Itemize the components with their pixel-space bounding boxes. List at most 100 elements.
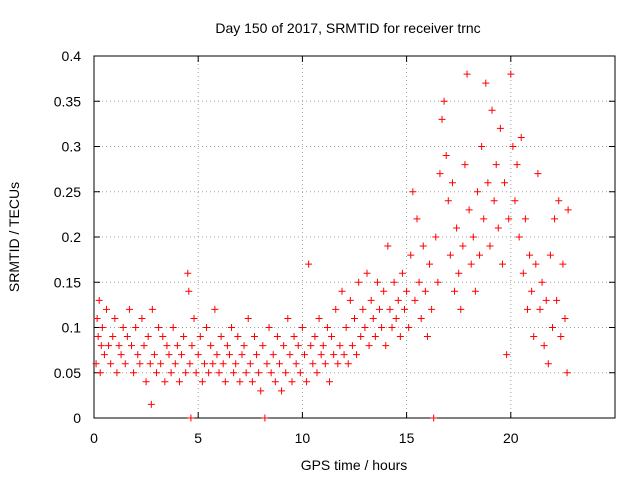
data-point — [107, 360, 115, 368]
data-point — [415, 278, 423, 286]
data-point — [213, 351, 221, 359]
data-point — [288, 378, 296, 386]
data-point — [296, 369, 304, 377]
y-tick-label: 0.2 — [62, 229, 82, 245]
data-point — [405, 324, 413, 331]
data-point — [134, 351, 142, 359]
data-point — [546, 251, 554, 259]
x-tick-label: 15 — [399, 430, 415, 446]
data-point — [280, 342, 288, 350]
data-point — [186, 360, 194, 368]
data-point — [413, 215, 421, 223]
data-point — [532, 260, 540, 268]
data-point — [185, 287, 193, 295]
data-point — [128, 342, 136, 350]
data-point — [438, 115, 446, 123]
data-point — [148, 305, 156, 313]
data-point — [459, 242, 467, 250]
data-point — [271, 378, 279, 386]
data-point — [157, 360, 165, 368]
y-tick-label: 0.3 — [62, 139, 82, 155]
data-point — [348, 342, 356, 350]
data-point — [448, 179, 456, 187]
data-point — [269, 351, 277, 359]
data-point — [355, 278, 363, 286]
data-point — [136, 360, 144, 368]
data-point — [540, 342, 548, 350]
data-point — [196, 333, 204, 341]
data-point — [371, 333, 379, 341]
data-point — [100, 351, 108, 359]
data-point — [469, 233, 477, 241]
y-tick-label: 0 — [73, 410, 81, 426]
data-point — [517, 133, 525, 141]
data-point — [323, 324, 331, 331]
data-point — [313, 369, 321, 377]
data-point — [234, 333, 242, 341]
data-point — [223, 342, 231, 350]
y-tick-label: 0.05 — [54, 365, 81, 381]
data-point — [286, 351, 294, 359]
x-tick-label: 10 — [295, 430, 311, 446]
data-point — [250, 333, 258, 341]
data-point — [190, 314, 198, 322]
data-point — [501, 179, 509, 187]
data-point — [236, 378, 244, 386]
data-point — [98, 324, 106, 331]
data-point — [453, 224, 461, 232]
data-point — [503, 351, 511, 359]
data-point — [96, 369, 104, 377]
data-point — [311, 333, 319, 341]
data-point — [242, 369, 250, 377]
data-point — [175, 378, 183, 386]
data-point — [184, 269, 192, 277]
data-point — [144, 333, 152, 341]
data-point — [97, 342, 105, 350]
data-point — [173, 342, 181, 350]
data-point — [442, 152, 450, 160]
data-point — [480, 215, 488, 223]
data-point — [376, 305, 384, 313]
data-point — [373, 278, 381, 286]
data-point — [561, 314, 569, 322]
data-point — [530, 333, 538, 341]
data-point — [444, 197, 452, 205]
data-point — [273, 333, 281, 341]
data-point — [159, 333, 167, 341]
data-point — [95, 296, 103, 304]
data-point — [147, 400, 155, 408]
data-point — [332, 305, 340, 313]
data-point — [526, 251, 534, 259]
data-point — [303, 378, 311, 386]
data-point — [336, 342, 344, 350]
data-point — [386, 305, 394, 313]
data-point — [467, 260, 475, 268]
data-point — [538, 278, 546, 286]
grid-lines — [94, 56, 615, 418]
data-point — [534, 170, 542, 178]
data-point — [528, 287, 536, 295]
data-point — [198, 378, 206, 386]
data-point — [542, 296, 550, 304]
data-point — [515, 233, 523, 241]
data-point — [194, 351, 202, 359]
data-point — [440, 97, 448, 105]
data-point — [351, 314, 358, 322]
data-point — [219, 360, 227, 368]
data-point — [142, 378, 150, 386]
x-tick-label: 20 — [503, 430, 519, 446]
y-axis: 0 0.05 0.1 0.15 0.2 0.25 0.3 0.35 0.4 — [54, 48, 615, 426]
data-point — [338, 287, 346, 295]
data-point — [484, 179, 492, 187]
data-point — [476, 251, 484, 259]
data-point — [207, 342, 215, 350]
y-tick-label: 0.4 — [62, 48, 82, 64]
data-point — [325, 378, 333, 386]
data-point — [253, 351, 261, 359]
data-point — [163, 342, 171, 350]
data-point — [300, 351, 308, 359]
data-point — [407, 251, 415, 259]
data-point — [436, 170, 444, 178]
data-point — [205, 369, 213, 377]
data-point — [551, 215, 559, 223]
